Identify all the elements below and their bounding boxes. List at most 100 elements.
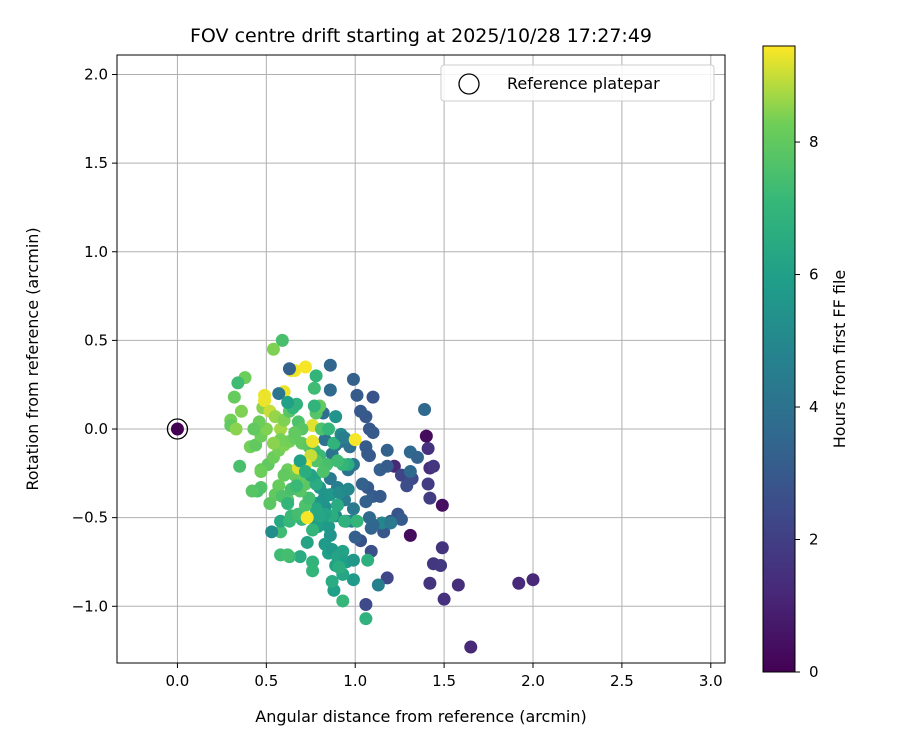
y-tick-label: 0.0 [84, 420, 108, 438]
data-point [423, 576, 437, 590]
data-point [437, 592, 451, 606]
data-point [266, 342, 280, 356]
data-point [346, 553, 360, 567]
data-point [231, 376, 245, 390]
data-point [341, 482, 355, 496]
x-axis-label: Angular distance from reference (arcmin) [255, 707, 586, 726]
colorbar-ticks: 0 2 4 6 8 [795, 133, 819, 681]
colorbar-tick-label: 4 [809, 398, 819, 416]
data-point [330, 454, 344, 468]
data-point [419, 429, 433, 443]
reference-point-ring [166, 418, 189, 440]
data-point [254, 465, 268, 479]
data-point [307, 399, 321, 413]
x-tick-label: 1.5 [432, 672, 456, 690]
data-point [329, 410, 343, 424]
data-point [307, 381, 321, 395]
reference-point-fill [170, 422, 184, 436]
x-tick-label: 2.0 [521, 672, 545, 690]
x-tick-label: 1.0 [343, 672, 367, 690]
data-point [302, 491, 316, 505]
data-point [361, 553, 375, 567]
data-point [421, 442, 435, 456]
data-point [348, 433, 362, 447]
data-point [380, 571, 394, 585]
data-point [330, 498, 344, 512]
data-point [350, 388, 364, 402]
data-point [233, 459, 247, 473]
y-tick-label: 0.5 [84, 331, 108, 349]
y-tick-label: 2.0 [84, 65, 108, 83]
colorbar-tick-label: 6 [809, 266, 819, 284]
data-point [266, 436, 280, 450]
chart-title: FOV centre drift starting at 2025/10/28 … [190, 25, 652, 47]
data-point [306, 564, 320, 578]
legend-marker-icon [458, 73, 480, 95]
data-point [355, 477, 369, 491]
data-point [316, 465, 330, 479]
y-tick-label: 1.5 [84, 154, 108, 172]
x-tick-label: 0.5 [254, 672, 278, 690]
data-point [464, 640, 478, 654]
axis-ticks: 0.0 0.5 1.0 1.5 2.0 2.5 3.0 −1.0 −0.5 0.0 0.5 1.0 1.… [72, 65, 723, 690]
data-point [338, 431, 352, 445]
plot-frame [116, 54, 726, 664]
data-point [354, 404, 368, 418]
data-point [298, 360, 312, 374]
data-point [323, 358, 337, 372]
data-point [418, 403, 432, 417]
data-point [403, 465, 417, 479]
data-point [290, 479, 304, 493]
data-point [338, 514, 352, 528]
data-point [512, 576, 526, 590]
data-point [426, 459, 440, 473]
data-point [298, 465, 312, 479]
data-point [394, 512, 408, 526]
data-point [247, 422, 261, 436]
data-point [421, 477, 435, 491]
data-point [435, 541, 449, 555]
legend-box [440, 64, 715, 102]
data-point [350, 514, 364, 528]
data-points [166, 333, 540, 654]
data-point [346, 372, 360, 386]
data-point [275, 333, 289, 347]
data-point [434, 559, 448, 573]
data-point [373, 489, 387, 503]
data-point [281, 496, 295, 510]
grid-lines [117, 55, 725, 663]
data-point [380, 459, 394, 473]
data-point [277, 468, 291, 482]
data-point [300, 535, 314, 549]
data-point [346, 573, 360, 587]
data-point [306, 434, 320, 448]
data-point [366, 390, 380, 404]
data-point [384, 516, 398, 530]
data-point [359, 598, 373, 612]
data-point [435, 498, 449, 512]
x-tick-label: 0.0 [166, 672, 190, 690]
data-point [361, 447, 375, 461]
data-point [322, 422, 336, 436]
data-point [281, 395, 295, 409]
data-point [336, 594, 350, 608]
y-tick-label: 1.0 [84, 243, 108, 261]
colorbar-tick-label: 0 [809, 663, 819, 681]
data-point [282, 362, 296, 376]
data-point [323, 383, 337, 397]
colorbar [762, 45, 796, 673]
y-tick-label: −1.0 [72, 597, 108, 615]
data-point [258, 388, 272, 402]
data-point [265, 525, 279, 539]
y-axis-label: Rotation from reference (arcmin) [23, 227, 42, 490]
data-point [325, 574, 339, 588]
data-point [371, 578, 385, 592]
x-tick-label: 3.0 [699, 672, 723, 690]
legend-label: Reference platepar [507, 74, 660, 93]
colorbar-tick-label: 2 [809, 531, 819, 549]
data-point [309, 369, 323, 383]
y-tick-label: −0.5 [72, 509, 108, 527]
data-point [288, 426, 302, 440]
data-point [348, 530, 362, 544]
